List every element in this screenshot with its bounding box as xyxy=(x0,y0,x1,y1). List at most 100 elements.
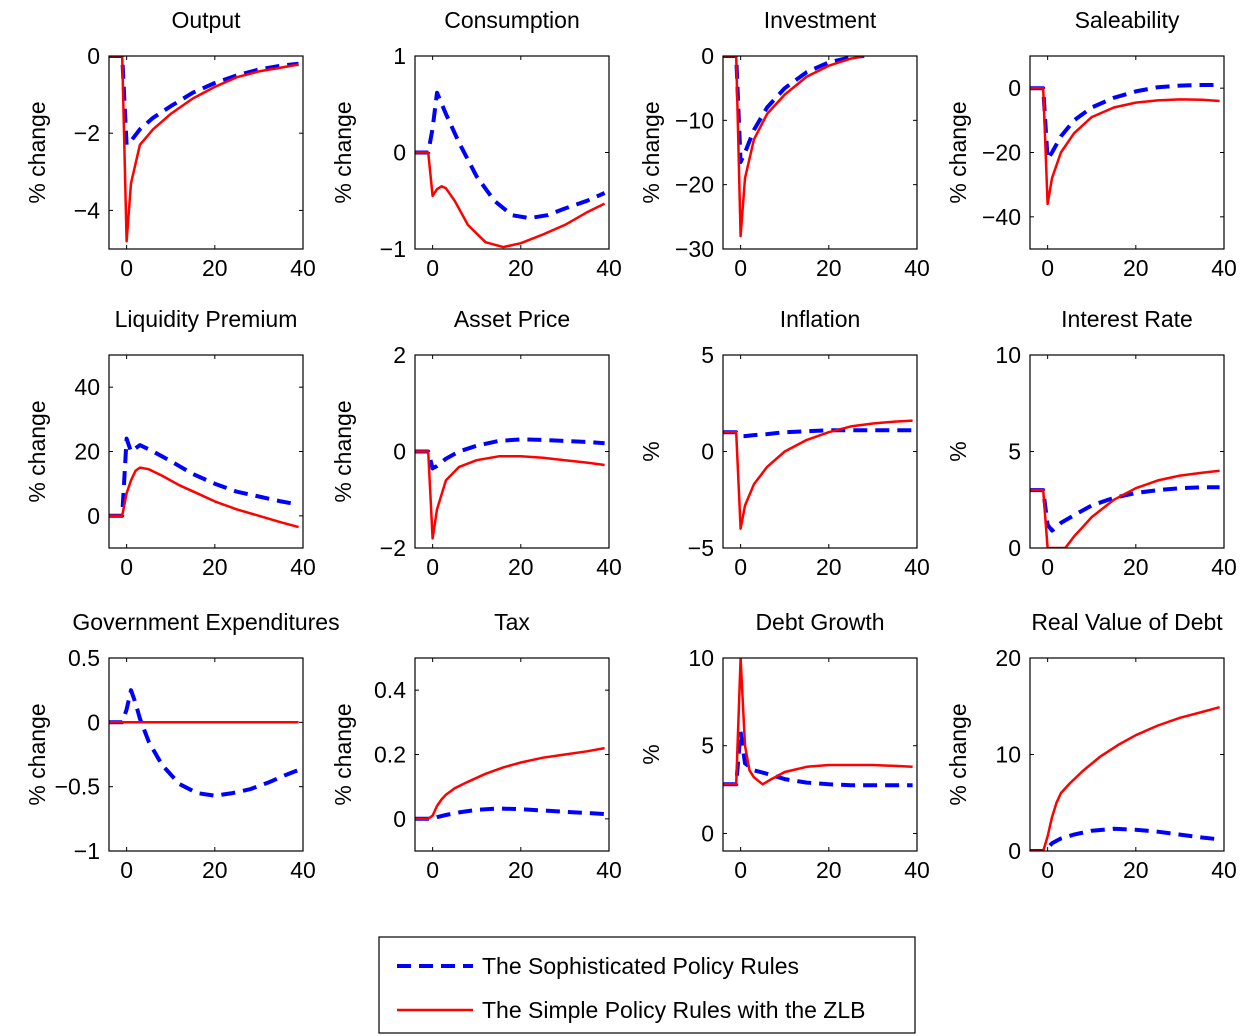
subplot-liquidity-premium: Liquidity Premium % change 0 20 40 0 20 40 xyxy=(24,306,316,580)
series-line-sophisticated xyxy=(1030,826,1220,851)
plot-frame xyxy=(1029,657,1225,852)
y-tick-label: −1 xyxy=(380,236,406,262)
y-tick-label: 10 xyxy=(688,645,714,671)
y-tick-label: 0 xyxy=(393,806,406,832)
x-tick-label: 0 xyxy=(1041,255,1054,281)
x-tick-label: 40 xyxy=(290,857,316,883)
y-tick-label: 0 xyxy=(87,503,100,529)
x-tick-label: 40 xyxy=(904,554,930,580)
y-axis-label: % change xyxy=(638,101,664,203)
x-tick-label: 0 xyxy=(120,255,133,281)
x-tick-label: 0 xyxy=(734,255,747,281)
series-line-sophisticated xyxy=(109,688,300,798)
x-tick-label: 40 xyxy=(290,255,316,281)
y-tick-label: 0 xyxy=(1008,75,1021,101)
y-tick-label: 40 xyxy=(74,374,100,400)
y-tick-label: 0 xyxy=(1008,535,1021,561)
x-tick-label: 20 xyxy=(1123,255,1149,281)
subplot-title: Output xyxy=(171,7,241,33)
plot-frame xyxy=(108,55,304,250)
y-tick-label: −5 xyxy=(688,535,714,561)
x-tick-label: 20 xyxy=(508,554,534,580)
y-tick-label: 0 xyxy=(1008,838,1021,864)
y-tick-label: 5 xyxy=(1008,439,1021,465)
x-tick-label: 0 xyxy=(426,857,439,883)
series-line-sophisticated xyxy=(415,806,605,821)
series-line-simple-zlb xyxy=(1030,705,1220,851)
series-line-sophisticated xyxy=(1030,83,1220,161)
y-axis-label: % change xyxy=(24,400,50,502)
y-tick-label: 20 xyxy=(995,645,1021,671)
x-tick-label: 40 xyxy=(904,857,930,883)
subplot-output: Output % change 0 20 40 0 −2 −4 xyxy=(24,7,316,281)
series-line-simple-zlb xyxy=(1030,86,1220,206)
x-tick-label: 20 xyxy=(1123,554,1149,580)
y-tick-label: 0 xyxy=(701,820,714,846)
x-tick-label: 20 xyxy=(202,857,228,883)
subplot-debt-growth: Debt Growth% 0 20 40 10 5 0 xyxy=(638,609,930,883)
y-tick-label: 0 xyxy=(87,709,100,735)
x-tick-label: 40 xyxy=(596,255,622,281)
plot-frame xyxy=(414,354,610,549)
subplot-saleability: Saleability % change 0 20 40 0 −20 −40 xyxy=(945,7,1237,281)
x-tick-label: 40 xyxy=(904,255,930,281)
y-tick-label: 0 xyxy=(701,439,714,465)
y-axis-label: % change xyxy=(330,400,356,502)
subplot-title: Interest Rate xyxy=(1061,306,1193,332)
y-tick-label: −0.5 xyxy=(55,774,100,800)
x-tick-label: 20 xyxy=(202,554,228,580)
subplot-title: Consumption xyxy=(444,7,580,33)
subplot-inflation: Inflation% 0 20 40 5 0 −5 xyxy=(638,306,930,580)
y-tick-label: 0.5 xyxy=(68,645,100,671)
series-line-simple-zlb xyxy=(1030,469,1220,548)
x-tick-label: 0 xyxy=(1041,857,1054,883)
x-tick-label: 20 xyxy=(816,857,842,883)
series-line-sophisticated xyxy=(1030,485,1220,533)
subplot-government-expenditures: Government Expenditures % change 0 20 40 0.5 0… xyxy=(24,609,340,883)
y-tick-label: −2 xyxy=(74,120,100,146)
x-tick-label: 40 xyxy=(596,554,622,580)
x-tick-label: 20 xyxy=(816,554,842,580)
subplot-title: Real Value of Debt xyxy=(1031,609,1223,635)
y-tick-label: 0 xyxy=(393,140,406,166)
x-tick-label: 0 xyxy=(734,857,747,883)
x-tick-label: 20 xyxy=(202,255,228,281)
subplot-title: Debt Growth xyxy=(755,609,884,635)
plot-frame xyxy=(722,657,918,852)
x-tick-label: 0 xyxy=(120,554,133,580)
subplot-title: Tax xyxy=(494,609,530,635)
x-tick-label: 0 xyxy=(426,255,439,281)
y-axis-label: % xyxy=(638,744,664,764)
subplot-title: Saleability xyxy=(1075,7,1180,33)
y-tick-label: −30 xyxy=(675,236,714,262)
series-line-sophisticated xyxy=(723,729,913,788)
x-tick-label: 0 xyxy=(120,857,133,883)
y-axis-label: % change xyxy=(24,101,50,203)
subplot-consumption: Consumption % change 0 20 40 1 0 −1 xyxy=(330,7,622,281)
plot-frame xyxy=(414,657,610,852)
x-tick-label: 20 xyxy=(508,857,534,883)
y-axis-label: % change xyxy=(24,703,50,805)
series-line-sophisticated xyxy=(415,437,605,471)
legend-box xyxy=(378,936,916,1034)
plot-frame xyxy=(414,55,610,250)
series-line-simple-zlb xyxy=(415,746,605,821)
subplot-real-value-of-debt: Real Value of Debt % change 0 20 40 20 10 0 xyxy=(945,609,1237,883)
x-tick-label: 20 xyxy=(816,255,842,281)
subplot-interest-rate: Interest Rate% 0 20 40 10 5 0 xyxy=(945,306,1237,580)
subplot-investment: Investment % change 0 20 40 0 −10 −20 −30 xyxy=(638,7,930,281)
y-axis-label: % xyxy=(945,441,971,461)
plot-frame xyxy=(722,354,918,549)
series-line-simple-zlb xyxy=(723,56,865,238)
y-tick-label: −1 xyxy=(74,838,100,864)
plot-frame xyxy=(108,354,304,549)
y-tick-label: 0 xyxy=(701,43,714,69)
y-tick-label: 1 xyxy=(393,43,406,69)
series-line-simple-zlb xyxy=(415,450,605,540)
x-tick-label: 40 xyxy=(290,554,316,580)
x-tick-label: 40 xyxy=(1211,255,1237,281)
y-tick-label: 0 xyxy=(87,43,100,69)
series-line-simple-zlb xyxy=(415,151,606,249)
